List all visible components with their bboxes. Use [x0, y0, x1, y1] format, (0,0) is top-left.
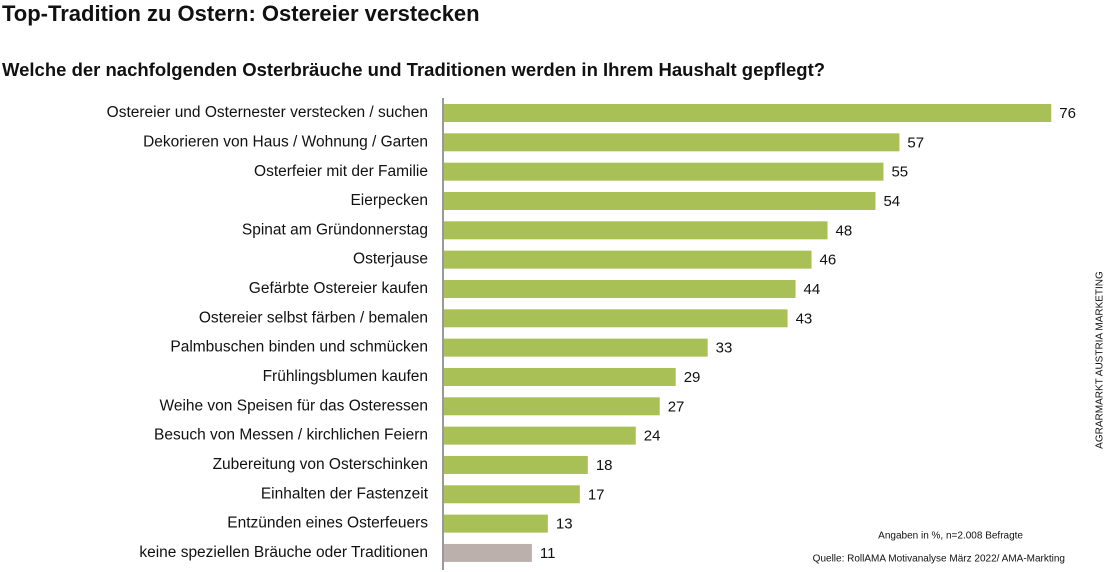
bar	[444, 133, 900, 152]
value-label: 54	[883, 193, 900, 210]
bar	[444, 338, 708, 357]
bar	[444, 191, 876, 210]
category-label: Weihe von Speisen für das Osteressen	[159, 397, 428, 414]
value-label: 24	[644, 428, 661, 445]
value-label: 46	[820, 252, 837, 269]
chart-title: Top-Tradition zu Ostern: Ostereier verst…	[2, 1, 480, 26]
category-label: Einhalten der Fastenzeit	[261, 485, 429, 502]
bar	[444, 250, 812, 269]
bar	[444, 543, 532, 562]
category-label: Dekorieren von Haus / Wohnung / Garten	[143, 133, 428, 150]
bar	[444, 309, 788, 328]
value-label: 13	[556, 516, 573, 533]
category-label: Spinat am Gründonnerstag	[242, 221, 428, 238]
credit: AGRARMARKT AUSTRIA MARKETING	[1095, 271, 1106, 449]
value-label: 18	[596, 457, 613, 474]
value-label: 48	[836, 222, 853, 239]
value-label: 11	[540, 545, 556, 562]
category-label: Besuch von Messen / kirchlichen Feiern	[154, 427, 428, 444]
value-label: 43	[796, 310, 813, 327]
category-label: Gefärbte Ostereier kaufen	[249, 280, 428, 297]
category-label: Osterfeier mit der Familie	[254, 163, 428, 180]
category-label: Ostereier selbst färben / bemalen	[199, 309, 428, 326]
category-label: Ostereier und Osternester verstecken / s…	[107, 104, 428, 121]
value-label: 29	[684, 369, 701, 386]
source: Quelle: RollAMA Motivanalyse März 2022/ …	[813, 554, 1065, 565]
value-label: 17	[588, 486, 605, 503]
category-label: Palmbuschen binden und schmücken	[170, 339, 428, 356]
bar	[444, 485, 580, 504]
chart-subtitle: Welche der nachfolgenden Osterbräuche un…	[2, 59, 825, 80]
value-label: 55	[891, 164, 908, 181]
category-label: Frühlingsblumen kaufen	[263, 368, 428, 385]
bar	[444, 426, 636, 445]
value-label: 44	[804, 281, 821, 298]
category-label: keine speziellen Bräuche oder Traditione…	[139, 544, 428, 561]
category-label: Osterjause	[353, 251, 428, 268]
bar	[444, 514, 548, 533]
value-label: 33	[716, 340, 733, 357]
value-label: 57	[907, 134, 924, 151]
bar	[444, 221, 828, 240]
bar	[444, 279, 796, 298]
note: Angaben in %, n=2.008 Befragte	[878, 531, 1023, 542]
category-label: Entzünden eines Osterfeuers	[227, 515, 428, 532]
value-label: 76	[1059, 105, 1076, 122]
category-label: Zubereitung von Osterschinken	[213, 456, 428, 473]
bar	[444, 455, 588, 474]
bar	[444, 367, 676, 386]
value-label: 27	[668, 398, 685, 415]
bar	[444, 397, 660, 416]
category-label: Eierpecken	[350, 192, 428, 209]
bar	[444, 162, 884, 181]
bar	[444, 104, 1052, 122]
